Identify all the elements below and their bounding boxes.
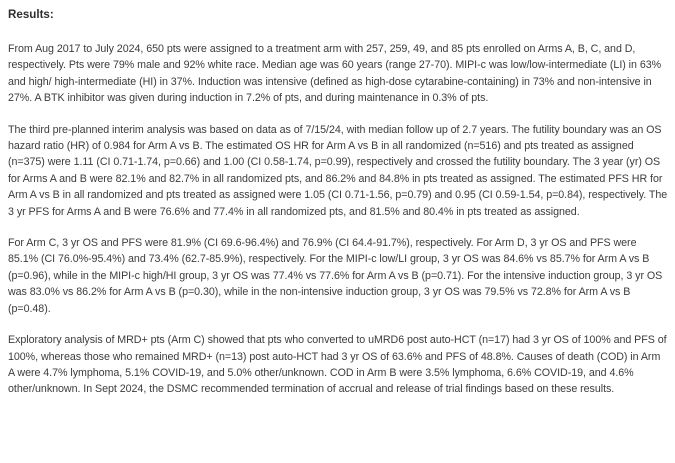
paragraph-enrollment: From Aug 2017 to July 2024, 650 pts were…: [8, 43, 662, 105]
paragraph-interim-analysis: The third pre-planned interim analysis w…: [8, 123, 668, 218]
results-heading: Results:: [8, 8, 54, 21]
paragraph-exploratory-analysis: Exploratory analysis of MRD+ pts (Arm C)…: [8, 334, 667, 396]
paragraph-subgroup-outcomes: For Arm C, 3 yr OS and PFS were 81.9% (C…: [8, 237, 663, 315]
results-section: Results: From Aug 2017 to July 2024, 650…: [8, 6, 668, 398]
